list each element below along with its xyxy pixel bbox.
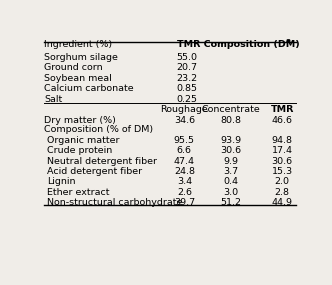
Text: 95.5: 95.5 bbox=[174, 136, 195, 145]
Text: 3.7: 3.7 bbox=[223, 167, 238, 176]
Text: 6.6: 6.6 bbox=[177, 146, 192, 155]
Text: 93.9: 93.9 bbox=[220, 136, 241, 145]
Text: Composition (% of DM): Composition (% of DM) bbox=[44, 125, 153, 134]
Text: 39.7: 39.7 bbox=[174, 198, 195, 207]
Text: Ether extract: Ether extract bbox=[46, 188, 109, 197]
Text: Dry matter (%): Dry matter (%) bbox=[44, 115, 116, 125]
Text: a: a bbox=[286, 38, 291, 44]
Text: Concentrate: Concentrate bbox=[201, 105, 260, 114]
Text: Organic matter: Organic matter bbox=[46, 136, 119, 145]
Text: 30.6: 30.6 bbox=[272, 156, 292, 166]
Text: Acid detergent fiber: Acid detergent fiber bbox=[46, 167, 142, 176]
Text: 0.25: 0.25 bbox=[176, 95, 198, 104]
Text: 51.2: 51.2 bbox=[220, 198, 241, 207]
Text: 30.6: 30.6 bbox=[220, 146, 241, 155]
Text: 23.2: 23.2 bbox=[176, 74, 198, 83]
Text: 2.6: 2.6 bbox=[177, 188, 192, 197]
Text: 47.4: 47.4 bbox=[174, 156, 195, 166]
Text: 0.4: 0.4 bbox=[223, 178, 238, 186]
Text: Lignin: Lignin bbox=[46, 178, 75, 186]
Text: 94.8: 94.8 bbox=[272, 136, 292, 145]
Text: Calcium carbonate: Calcium carbonate bbox=[44, 84, 134, 93]
Text: Crude protein: Crude protein bbox=[46, 146, 112, 155]
Text: TMR Composition (DM): TMR Composition (DM) bbox=[177, 40, 300, 49]
Text: Salt: Salt bbox=[44, 95, 62, 104]
Text: 17.4: 17.4 bbox=[272, 146, 292, 155]
Text: 24.8: 24.8 bbox=[174, 167, 195, 176]
Text: Soybean meal: Soybean meal bbox=[44, 74, 112, 83]
Text: Ingredient (%): Ingredient (%) bbox=[44, 40, 112, 49]
Text: Sorghum silage: Sorghum silage bbox=[44, 53, 118, 62]
Text: 3.4: 3.4 bbox=[177, 178, 192, 186]
Text: 34.6: 34.6 bbox=[174, 115, 195, 125]
Text: TMR: TMR bbox=[270, 105, 294, 114]
Text: Roughage: Roughage bbox=[160, 105, 208, 114]
Text: 2.0: 2.0 bbox=[275, 178, 290, 186]
Text: 44.9: 44.9 bbox=[272, 198, 292, 207]
Text: 0.85: 0.85 bbox=[176, 84, 198, 93]
Text: 2.8: 2.8 bbox=[275, 188, 290, 197]
Text: Non-structural carbohydrate: Non-structural carbohydrate bbox=[46, 198, 182, 207]
Text: 15.3: 15.3 bbox=[272, 167, 292, 176]
Text: 3.0: 3.0 bbox=[223, 188, 238, 197]
Text: 80.8: 80.8 bbox=[220, 115, 241, 125]
Text: 55.0: 55.0 bbox=[176, 53, 198, 62]
Text: Ground corn: Ground corn bbox=[44, 64, 103, 72]
Text: 46.6: 46.6 bbox=[272, 115, 292, 125]
Text: 20.7: 20.7 bbox=[176, 64, 198, 72]
Text: 9.9: 9.9 bbox=[223, 156, 238, 166]
Text: Neutral detergent fiber: Neutral detergent fiber bbox=[46, 156, 157, 166]
